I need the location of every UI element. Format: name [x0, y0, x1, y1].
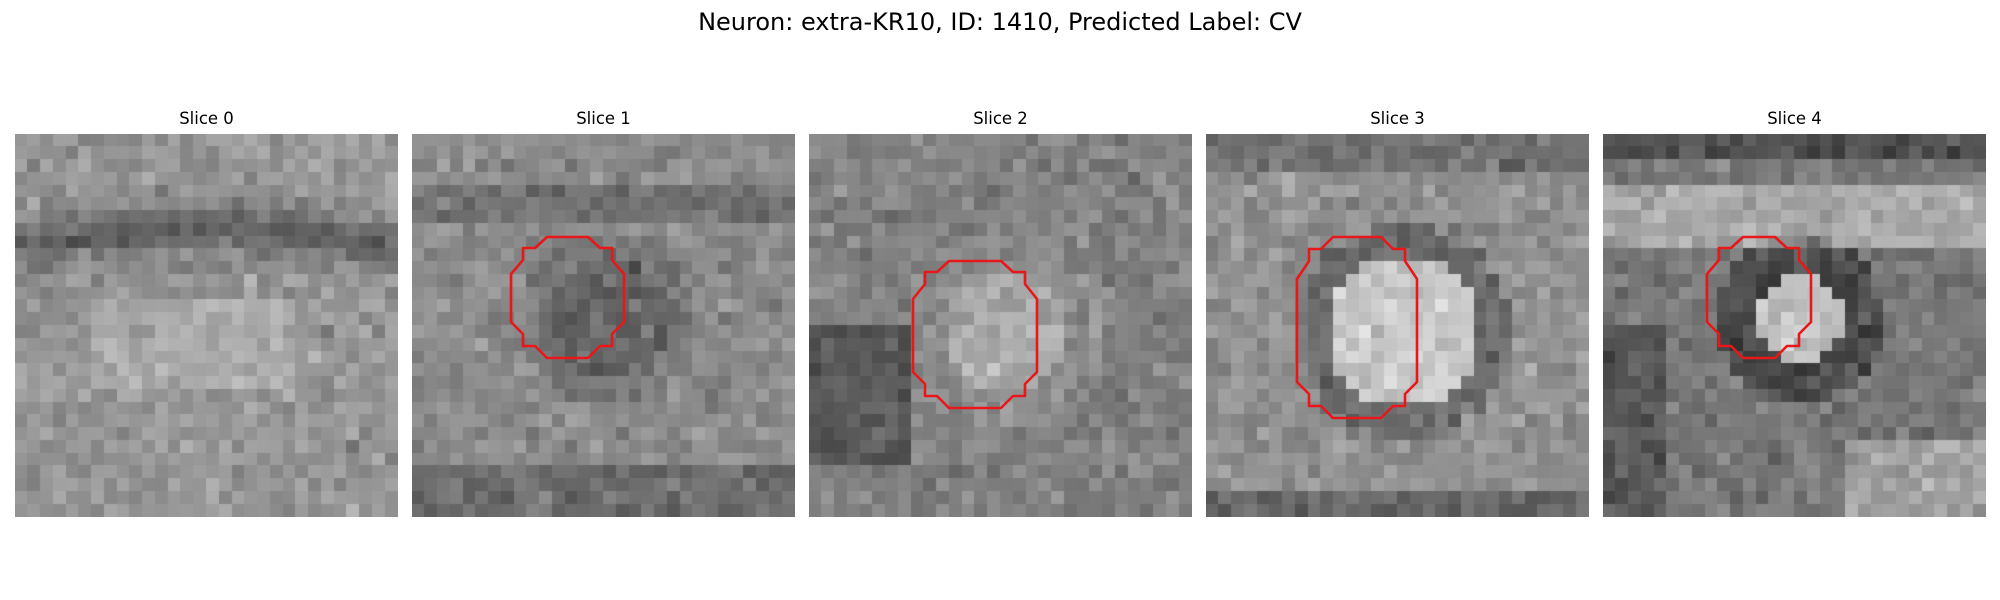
slice-panel-0: Slice 0 — [15, 108, 398, 518]
slice-panel-4: Slice 4 — [1603, 108, 1986, 518]
slice-panel-2: Slice 2 — [809, 108, 1192, 518]
slice-title: Slice 3 — [1206, 108, 1589, 130]
slice-title: Slice 1 — [412, 108, 795, 130]
figure-title: Neuron: extra-KR10, ID: 1410, Predicted … — [0, 6, 2000, 38]
slice-panel-1: Slice 1 — [412, 108, 795, 518]
segmentation-contour — [1603, 134, 1986, 517]
segmentation-contour — [1206, 134, 1589, 517]
slice-title: Slice 2 — [809, 108, 1192, 130]
segmentation-contour — [809, 134, 1192, 517]
segmentation-contour — [412, 134, 795, 517]
grayscale-slice-image — [15, 134, 398, 517]
slice-title: Slice 0 — [15, 108, 398, 130]
slice-title: Slice 4 — [1603, 108, 1986, 130]
slice-panel-3: Slice 3 — [1206, 108, 1589, 518]
